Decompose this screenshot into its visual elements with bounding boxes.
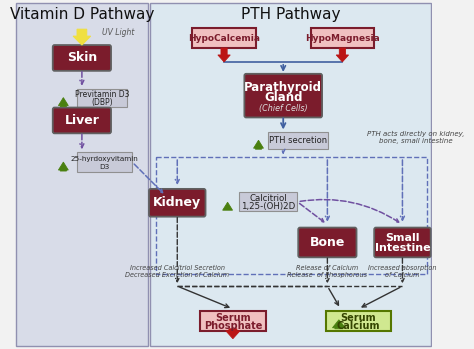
Text: Increased Calcitriol Secretion
Decreased Excretion of Calcium: Increased Calcitriol Secretion Decreased… <box>125 265 229 278</box>
Bar <box>156 157 427 274</box>
Bar <box>77 89 127 106</box>
Text: Serum: Serum <box>215 313 251 323</box>
Text: Kidney: Kidney <box>153 196 201 209</box>
Bar <box>326 311 391 331</box>
FancyBboxPatch shape <box>53 107 111 133</box>
Text: Calcium: Calcium <box>337 321 380 331</box>
Text: PTH Pathway: PTH Pathway <box>240 7 340 22</box>
FancyArrow shape <box>223 202 233 210</box>
Text: HypoMagnesia: HypoMagnesia <box>305 34 380 43</box>
Text: (DBP): (DBP) <box>91 98 113 107</box>
Bar <box>16 3 148 346</box>
Bar <box>268 132 328 149</box>
FancyArrow shape <box>73 29 91 45</box>
FancyBboxPatch shape <box>245 74 322 118</box>
Bar <box>150 3 431 346</box>
Text: Release of Calcium
Release  of Phosphorous: Release of Calcium Release of Phosphorou… <box>287 265 367 278</box>
Text: 25-hyrdoxyvitamin: 25-hyrdoxyvitamin <box>71 156 139 162</box>
Text: Gland: Gland <box>264 91 302 104</box>
FancyArrow shape <box>226 329 240 339</box>
Bar <box>310 28 374 48</box>
Bar <box>200 311 265 331</box>
FancyArrow shape <box>332 320 345 329</box>
Text: Liver: Liver <box>64 114 100 127</box>
Text: Skin: Skin <box>67 51 97 65</box>
FancyBboxPatch shape <box>298 228 356 257</box>
FancyBboxPatch shape <box>149 189 206 217</box>
Text: Small: Small <box>385 233 419 244</box>
FancyArrow shape <box>58 98 68 106</box>
Bar <box>239 192 297 211</box>
Text: UV Light: UV Light <box>102 28 135 37</box>
Text: Phosphate: Phosphate <box>204 321 262 331</box>
FancyBboxPatch shape <box>374 228 431 257</box>
Text: Serum: Serum <box>340 313 376 323</box>
Text: 1,25-(OH)2D: 1,25-(OH)2D <box>241 202 295 211</box>
Text: Intestine: Intestine <box>374 243 430 253</box>
Text: Increased absorption
of Calcium: Increased absorption of Calcium <box>368 265 437 278</box>
Bar <box>77 152 132 172</box>
Text: (Chief Cells): (Chief Cells) <box>259 104 308 113</box>
FancyArrow shape <box>218 48 230 62</box>
FancyBboxPatch shape <box>53 45 111 71</box>
FancyArrow shape <box>254 140 264 149</box>
Text: D3: D3 <box>100 164 110 170</box>
Text: PTH acts directly on kidney,
bone, small intestine: PTH acts directly on kidney, bone, small… <box>367 131 465 144</box>
Text: Bone: Bone <box>310 236 345 249</box>
Text: Previtamin D3: Previtamin D3 <box>75 90 129 99</box>
Text: Calcitriol: Calcitriol <box>249 194 287 203</box>
FancyArrow shape <box>58 162 68 171</box>
Text: Vitamin D Pathway: Vitamin D Pathway <box>9 7 154 22</box>
Text: PTH secretion: PTH secretion <box>269 136 328 145</box>
Text: Parathyroid: Parathyroid <box>244 81 322 94</box>
Bar <box>192 28 256 48</box>
FancyArrow shape <box>336 48 348 62</box>
Text: HypoCalcemia: HypoCalcemia <box>188 34 260 43</box>
